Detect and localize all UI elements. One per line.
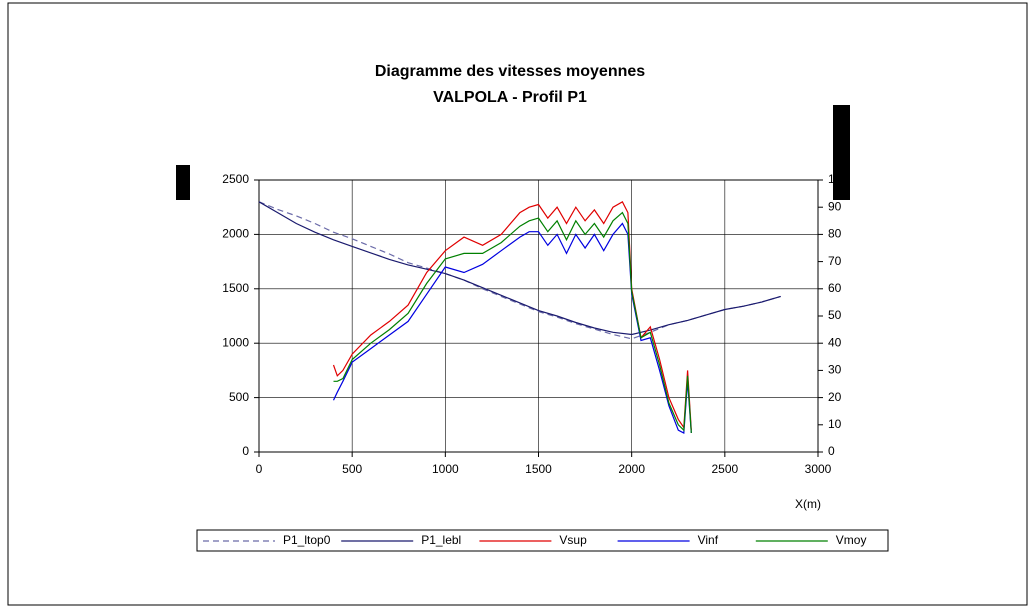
series-line	[332, 200, 692, 431]
y2-tick-label: 40	[828, 335, 842, 349]
legend-label: Vmoy	[836, 533, 867, 547]
y-tick-label: 1000	[222, 335, 249, 349]
legend-label: Vinf	[698, 533, 719, 547]
series-line	[333, 211, 692, 434]
redaction	[833, 105, 850, 200]
x-tick-label: 1500	[525, 462, 552, 476]
y2-tick-label: 20	[828, 390, 842, 404]
x-tick-label: 1000	[432, 462, 459, 476]
y2-tick-label: 50	[828, 308, 842, 322]
x-tick-label: 2000	[618, 462, 645, 476]
y-tick-label: 500	[229, 390, 249, 404]
y2-tick-label: 90	[828, 199, 842, 213]
y2-tick-label: 60	[828, 281, 842, 295]
legend-label: Vsup	[559, 533, 587, 547]
chart-title: Diagramme des vitesses moyennes	[375, 63, 645, 80]
y2-tick-label: 70	[828, 254, 842, 268]
x-tick-label: 3000	[805, 462, 832, 476]
x-tick-label: 2500	[711, 462, 738, 476]
y2-tick-label: 0	[828, 444, 835, 458]
legend-label: P1_ltop0	[283, 533, 331, 547]
x-tick-label: 0	[256, 462, 263, 476]
series-line	[258, 201, 781, 336]
plot-border	[258, 179, 819, 453]
y-tick-label: 1500	[222, 281, 249, 295]
x-tick-label: 500	[342, 462, 362, 476]
series-line	[332, 222, 692, 434]
legend-label: P1_lebl	[421, 533, 461, 547]
series-line	[258, 201, 781, 340]
y2-tick-label: 30	[828, 363, 842, 377]
x-axis-label: X(m)	[795, 497, 821, 511]
frame	[7, 2, 1028, 606]
redaction	[176, 165, 190, 200]
chart-subtitle: VALPOLA - Profil P1	[433, 89, 587, 106]
y2-tick-label: 10	[828, 417, 842, 431]
y-tick-label: 0	[242, 444, 249, 458]
y-tick-label: 2500	[222, 172, 249, 186]
y2-tick-label: 80	[828, 227, 842, 241]
y-tick-label: 2000	[222, 227, 249, 241]
